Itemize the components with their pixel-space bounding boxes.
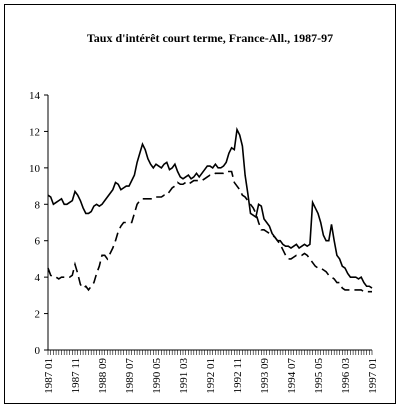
x-tick-label: 1993 09 — [259, 358, 271, 394]
data-line — [47, 126, 373, 289]
x-tick-label: 1992 11 — [232, 358, 244, 393]
x-tick-label: 1991 03 — [178, 358, 190, 394]
y-tick-label: 6 — [35, 236, 41, 248]
y-tick-label: 4 — [35, 272, 41, 284]
y-tick-label: 0 — [35, 345, 41, 357]
x-tick-label: 1987 01 — [43, 358, 55, 394]
x-tick-label: 1997 01 — [367, 358, 379, 394]
x-tick-label: 1992 01 — [205, 358, 217, 394]
x-tick-label: 1996 03 — [340, 358, 352, 394]
data-line — [47, 170, 372, 293]
x-tick-label: 1989 07 — [124, 358, 136, 394]
x-tick-label: 1995 05 — [313, 358, 325, 394]
x-tick-label: 1988 09 — [97, 358, 109, 394]
x-tick-label: 1994 07 — [286, 358, 298, 394]
y-tick-label: 14 — [29, 90, 41, 102]
y-tick-label: 12 — [29, 126, 40, 138]
chart-title: Taux d'intérêt court terme, France-All.,… — [87, 31, 333, 45]
chart-frame — [4, 4, 396, 404]
x-tick-label: 1987 11 — [70, 358, 82, 393]
y-tick-label: 10 — [29, 163, 41, 175]
y-tick-label: 2 — [35, 309, 41, 321]
x-tick-label: 1990 05 — [151, 358, 163, 394]
y-tick-label: 8 — [35, 199, 41, 211]
